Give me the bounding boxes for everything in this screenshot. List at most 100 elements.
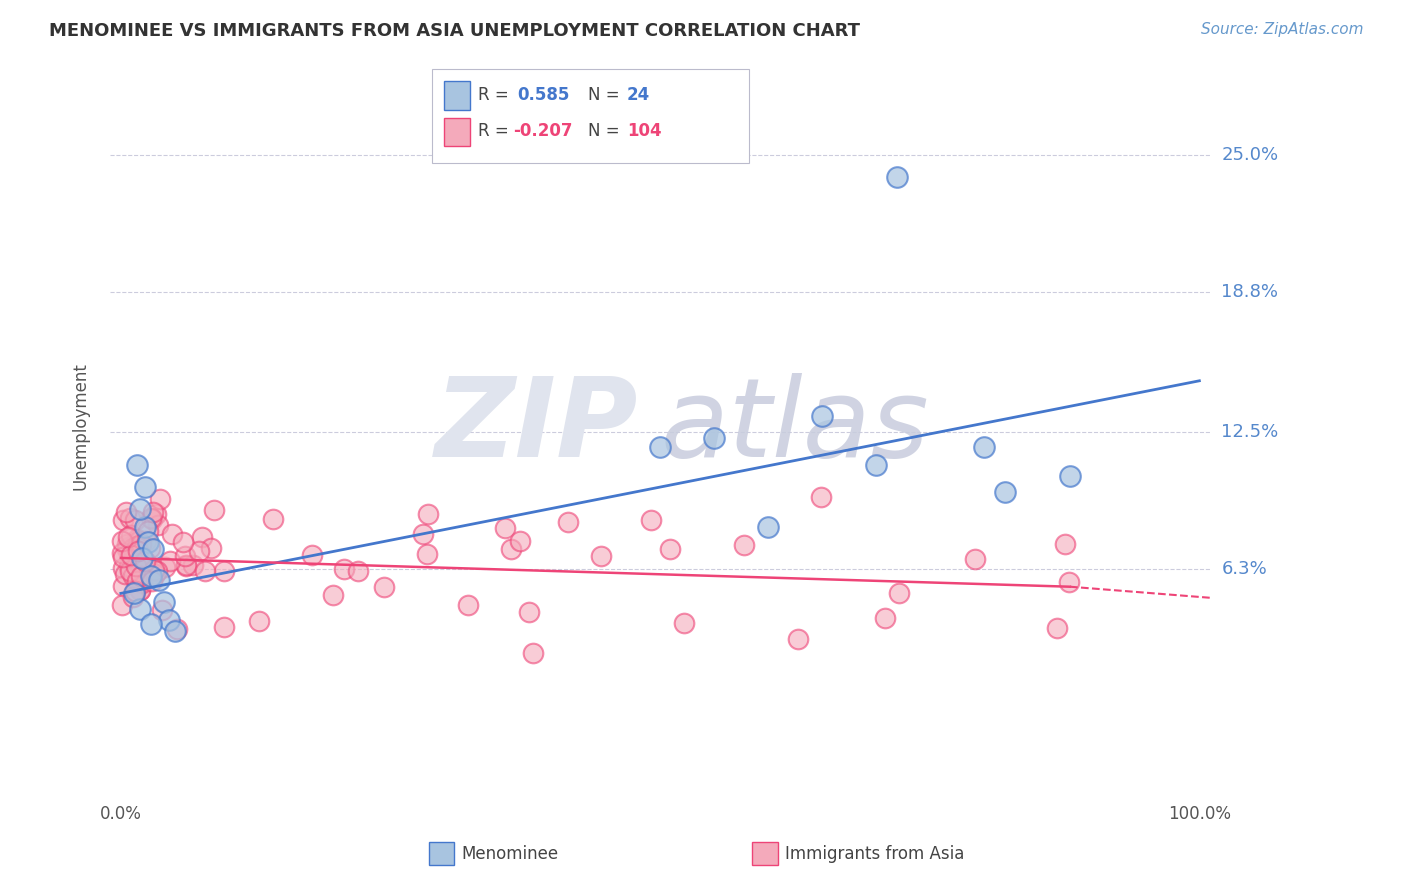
Point	[322, 588, 344, 602]
Point	[188, 543, 211, 558]
Point	[115, 505, 138, 519]
Point	[200, 541, 222, 555]
Text: 100.0%: 100.0%	[1168, 805, 1230, 823]
Point	[994, 484, 1017, 499]
Point	[111, 534, 134, 549]
Point	[418, 507, 440, 521]
Point	[163, 624, 186, 638]
Text: 18.8%: 18.8%	[1222, 284, 1278, 301]
Point	[111, 513, 134, 527]
Point	[143, 567, 166, 582]
Point	[501, 541, 523, 556]
Point	[1046, 621, 1069, 635]
Point	[121, 541, 143, 556]
Point	[247, 614, 270, 628]
Text: Source: ZipAtlas.com: Source: ZipAtlas.com	[1201, 22, 1364, 37]
Point	[333, 562, 356, 576]
Point	[111, 546, 134, 560]
Point	[135, 534, 157, 549]
Text: R =: R =	[478, 87, 509, 104]
Point	[128, 583, 150, 598]
Point	[139, 617, 162, 632]
Point	[347, 564, 370, 578]
Point	[509, 533, 531, 548]
Point	[117, 542, 139, 557]
Point	[125, 532, 148, 546]
Point	[1053, 537, 1076, 551]
Point	[124, 584, 146, 599]
Point	[127, 574, 149, 589]
Point	[194, 564, 217, 578]
Point	[115, 536, 138, 550]
Point	[143, 563, 166, 577]
Point	[416, 547, 439, 561]
Text: 6.3%: 6.3%	[1222, 560, 1267, 578]
Point	[127, 553, 149, 567]
Point	[127, 533, 149, 548]
Point	[132, 560, 155, 574]
Point	[517, 605, 540, 619]
Point	[1057, 574, 1080, 589]
Point	[141, 574, 163, 589]
Point	[122, 590, 145, 604]
Text: 104: 104	[627, 122, 662, 140]
Y-axis label: Unemployment: Unemployment	[72, 362, 89, 490]
Point	[128, 582, 150, 597]
Text: 25.0%: 25.0%	[1222, 146, 1278, 164]
Point	[111, 561, 134, 575]
Point	[134, 554, 156, 568]
Point	[886, 170, 908, 185]
Point	[148, 573, 170, 587]
Point	[114, 566, 136, 581]
Point	[202, 503, 225, 517]
Point	[124, 559, 146, 574]
Point	[122, 569, 145, 583]
Point	[148, 517, 170, 532]
Text: MENOMINEE VS IMMIGRANTS FROM ASIA UNEMPLOYMENT CORRELATION CHART: MENOMINEE VS IMMIGRANTS FROM ASIA UNEMPL…	[49, 22, 860, 40]
Point	[131, 575, 153, 590]
Point	[190, 530, 212, 544]
Point	[136, 535, 159, 549]
Point	[787, 632, 810, 647]
Point	[118, 564, 141, 578]
Point	[301, 549, 323, 563]
Point	[873, 610, 896, 624]
Point	[810, 490, 832, 504]
Text: ZIP: ZIP	[434, 373, 638, 480]
Point	[262, 512, 284, 526]
Point	[673, 615, 696, 630]
Point	[142, 542, 165, 557]
Point	[129, 559, 152, 574]
Point	[889, 586, 911, 600]
Point	[124, 513, 146, 527]
Text: 0.585: 0.585	[517, 87, 569, 104]
Point	[145, 507, 167, 521]
Point	[139, 568, 162, 582]
Point	[172, 534, 194, 549]
Text: N =: N =	[588, 87, 619, 104]
Point	[174, 558, 197, 573]
Point	[648, 440, 671, 454]
Point	[159, 554, 181, 568]
Point	[174, 558, 197, 573]
Point	[117, 540, 139, 554]
Point	[120, 548, 142, 562]
Point	[129, 568, 152, 582]
Point	[160, 527, 183, 541]
Point	[125, 458, 148, 472]
Point	[703, 431, 725, 445]
Text: N =: N =	[588, 122, 619, 140]
Point	[129, 602, 152, 616]
Text: -0.207: -0.207	[513, 122, 572, 140]
Point	[142, 506, 165, 520]
Point	[153, 559, 176, 574]
Text: Menominee: Menominee	[461, 845, 558, 863]
Point	[589, 549, 612, 563]
Point	[139, 541, 162, 556]
Point	[122, 551, 145, 566]
Point	[557, 516, 579, 530]
Point	[112, 550, 135, 565]
Point	[373, 580, 395, 594]
Text: 24: 24	[627, 87, 651, 104]
Point	[733, 538, 755, 552]
